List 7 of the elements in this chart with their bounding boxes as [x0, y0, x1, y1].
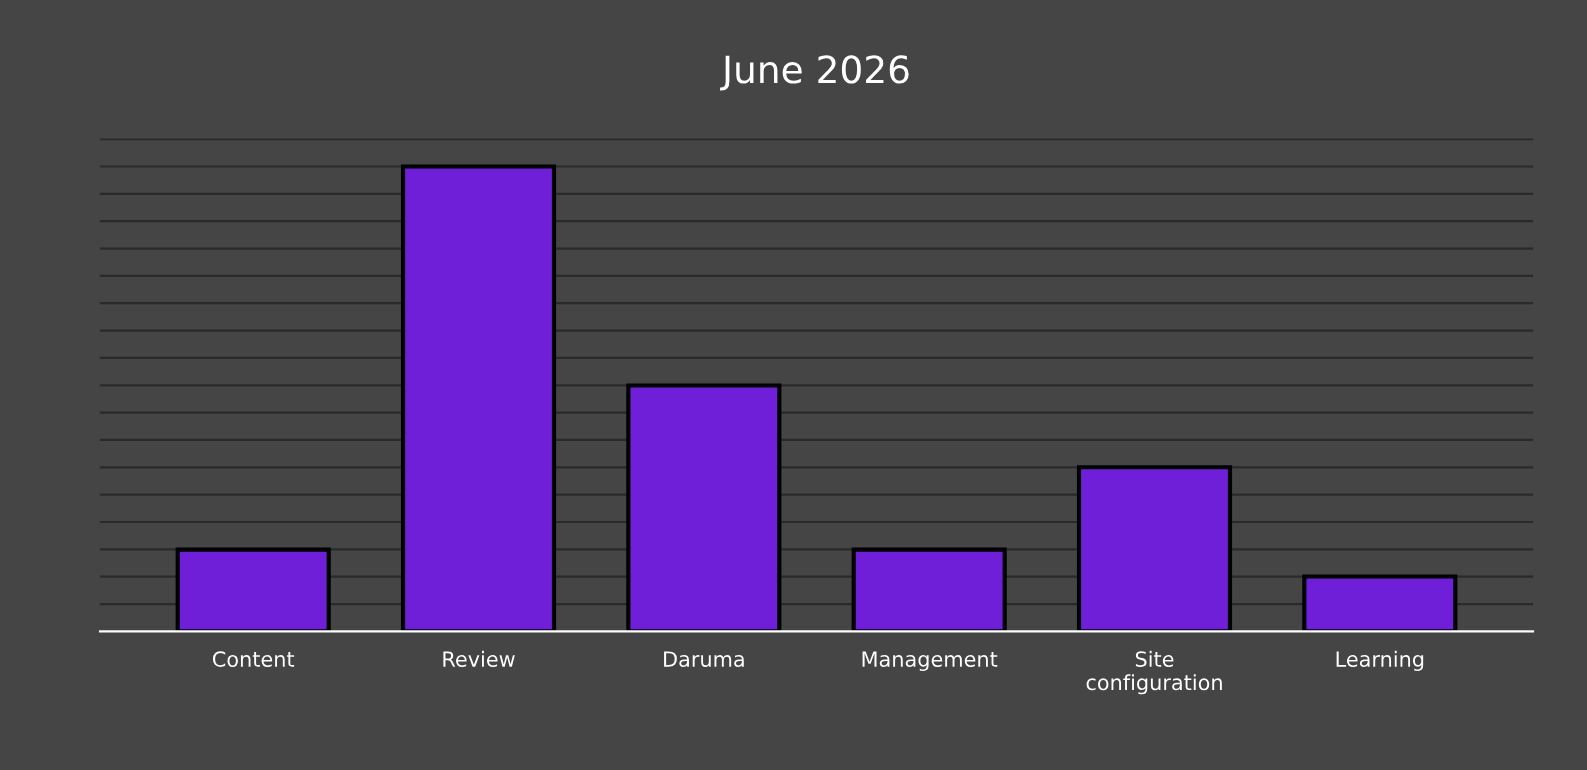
x-tick-label: Review: [443, 650, 515, 667]
x-tick-label: Learning: [1336, 650, 1424, 672]
x-tick-label: Site configuration: [1086, 650, 1222, 695]
chart-title: June 2026: [720, 55, 909, 91]
x-tick-label: Content: [212, 651, 295, 667]
x-tick-label: Management: [862, 651, 998, 672]
x-tick-label: Daruma: [664, 651, 744, 667]
